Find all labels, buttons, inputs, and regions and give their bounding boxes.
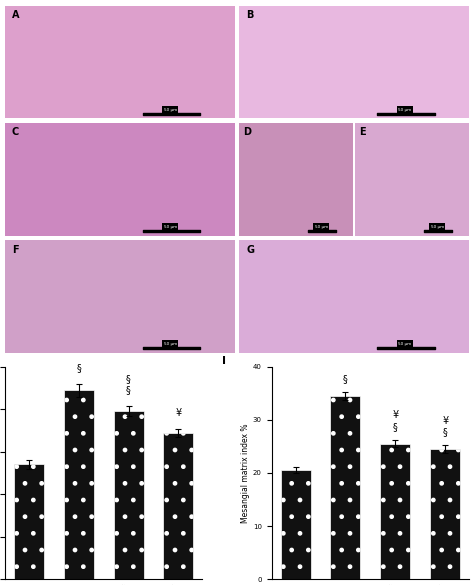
Bar bbox=[381, 443, 410, 579]
Text: 50 μm: 50 μm bbox=[164, 108, 177, 112]
Text: 50 μm: 50 μm bbox=[398, 342, 411, 346]
Bar bbox=[114, 411, 144, 579]
Bar bbox=[14, 464, 44, 579]
Text: §: § bbox=[343, 374, 348, 384]
Y-axis label: Mesangial matrix index %: Mesangial matrix index % bbox=[241, 423, 250, 522]
Text: G: G bbox=[246, 245, 254, 254]
Text: I: I bbox=[222, 356, 226, 366]
Bar bbox=[164, 433, 193, 579]
Text: 50 μm: 50 μm bbox=[431, 225, 444, 229]
Bar bbox=[330, 396, 360, 579]
Text: E: E bbox=[359, 128, 365, 137]
Text: 50 μm: 50 μm bbox=[398, 108, 411, 112]
Text: F: F bbox=[12, 245, 18, 254]
Text: C: C bbox=[12, 128, 19, 137]
Text: §: § bbox=[76, 363, 81, 373]
Text: ¥
§: ¥ § bbox=[392, 410, 399, 432]
Text: §
§: § § bbox=[126, 374, 131, 395]
Bar bbox=[64, 390, 93, 579]
Bar bbox=[281, 470, 310, 579]
Text: D: D bbox=[243, 128, 251, 137]
Text: ¥: ¥ bbox=[175, 408, 182, 418]
Text: 50 μm: 50 μm bbox=[164, 225, 177, 229]
Text: ¥
§: ¥ § bbox=[442, 416, 448, 437]
Bar bbox=[430, 449, 460, 579]
Text: A: A bbox=[12, 11, 19, 20]
Text: B: B bbox=[246, 11, 254, 20]
Text: 50 μm: 50 μm bbox=[315, 225, 328, 229]
Text: 50 μm: 50 μm bbox=[164, 342, 177, 346]
